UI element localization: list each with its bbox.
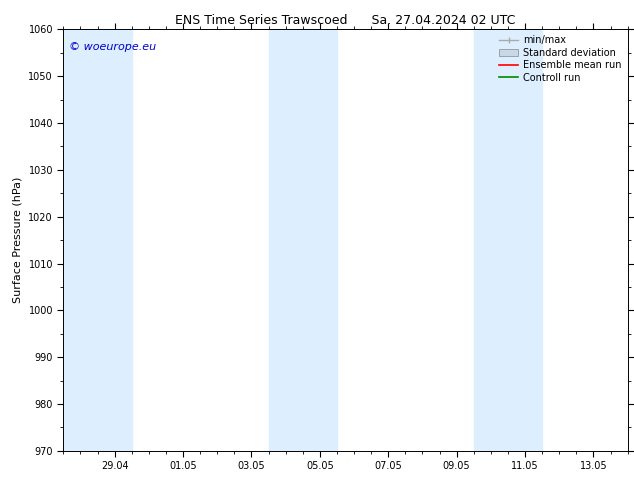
Y-axis label: Surface Pressure (hPa): Surface Pressure (hPa): [13, 177, 23, 303]
Text: © woeurope.eu: © woeurope.eu: [69, 42, 156, 52]
Bar: [269, 29, 337, 451]
Bar: [63, 29, 132, 451]
Legend: min/max, Standard deviation, Ensemble mean run, Controll run: min/max, Standard deviation, Ensemble me…: [495, 31, 626, 86]
Bar: [474, 29, 542, 451]
Title: ENS Time Series Trawscoed      Sa. 27.04.2024 02 UTC: ENS Time Series Trawscoed Sa. 27.04.2024…: [176, 14, 515, 27]
